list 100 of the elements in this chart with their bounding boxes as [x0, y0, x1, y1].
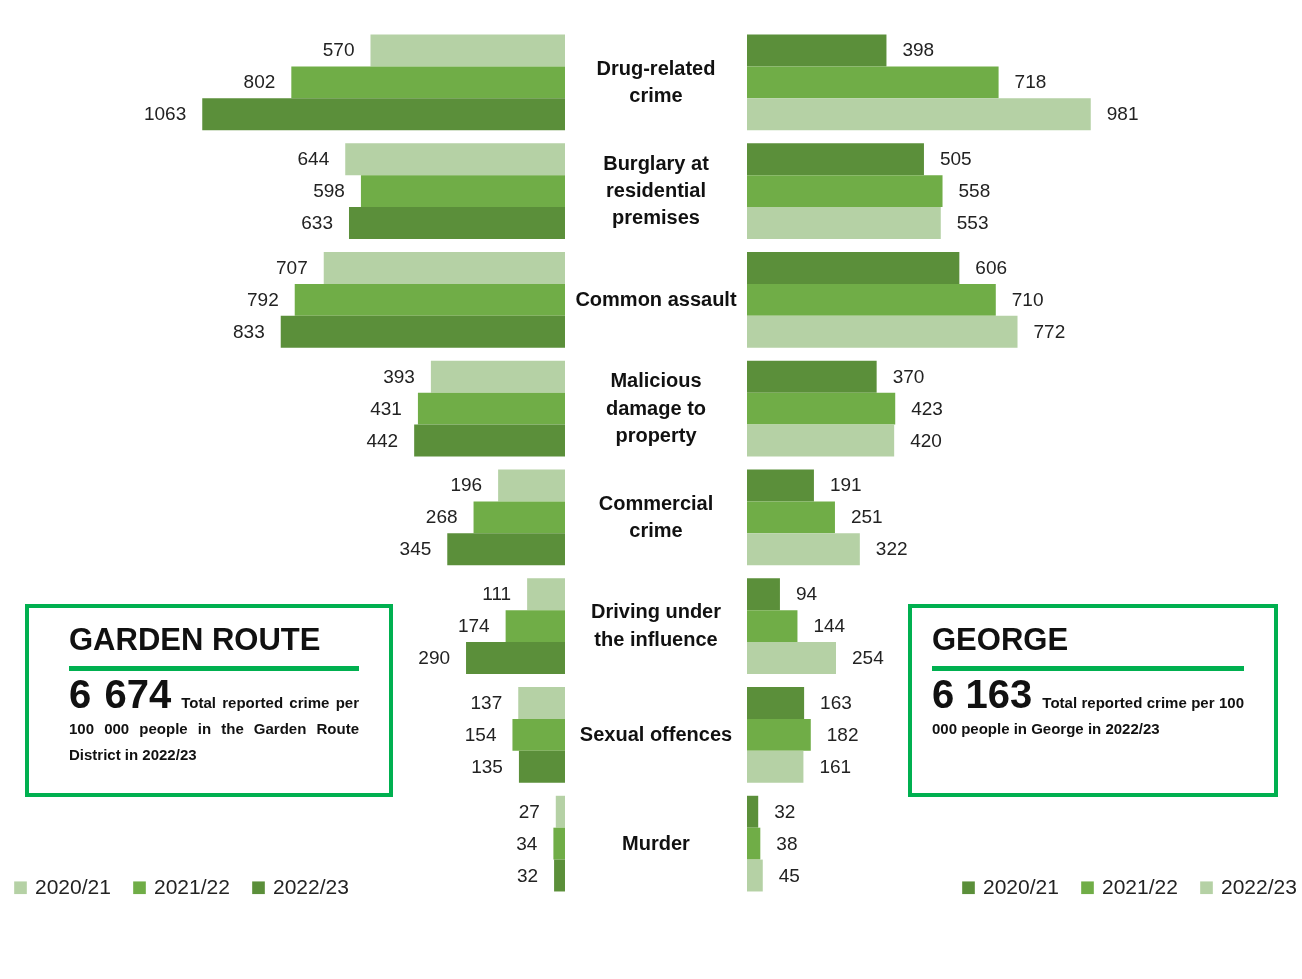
data-label: 34 — [516, 832, 538, 854]
bar — [747, 392, 896, 425]
y-tick-label: Driving under the influence — [590, 600, 722, 650]
data-label: 290 — [418, 647, 451, 669]
y-tick-label: Burglary at residential premises — [603, 151, 710, 229]
data-label: 163 — [820, 691, 852, 713]
data-label: 802 — [243, 71, 276, 93]
bar — [747, 642, 836, 674]
data-label: 154 — [464, 723, 497, 745]
data-label: 111 — [482, 583, 512, 605]
bar — [348, 207, 565, 239]
data-label: 32 — [774, 800, 796, 822]
bar — [747, 687, 805, 719]
bar — [447, 533, 565, 566]
bar — [747, 750, 804, 783]
bar — [747, 175, 943, 208]
legend-label: 2020/21 — [983, 874, 1059, 898]
bar — [747, 143, 924, 176]
y-tick-label: Malicious damage to property — [605, 369, 707, 446]
bar — [430, 360, 565, 393]
bar — [553, 827, 565, 860]
data-label: 644 — [297, 148, 330, 170]
annotation: GARDEN ROUTE — [69, 622, 322, 659]
bar — [370, 34, 565, 67]
data-label: 345 — [399, 538, 432, 560]
data-label: 707 — [276, 256, 308, 278]
data-label: 38 — [776, 832, 798, 854]
legend-label: 2022/23 — [273, 874, 349, 898]
data-label: 570 — [322, 39, 355, 61]
data-label: 32 — [516, 864, 539, 886]
data-label: 981 — [1106, 103, 1139, 125]
bar — [417, 392, 565, 425]
bar — [280, 315, 565, 348]
bar — [554, 859, 565, 892]
legend-label: 2022/23 — [1221, 874, 1297, 898]
bar — [747, 98, 1091, 131]
annotation: 6 163 — [932, 672, 1033, 716]
bar — [747, 207, 941, 239]
data-label: 833 — [233, 320, 265, 342]
data-label: 322 — [875, 538, 908, 560]
bar — [747, 283, 996, 316]
data-label: 135 — [471, 755, 503, 777]
bar — [747, 795, 759, 828]
bar — [747, 501, 835, 534]
bar — [747, 718, 811, 751]
bar — [518, 750, 565, 783]
bar — [360, 175, 565, 208]
data-label: 45 — [778, 864, 800, 886]
data-label: 710 — [1011, 288, 1044, 310]
data-label: 598 — [313, 180, 345, 202]
data-label: 137 — [470, 691, 503, 713]
bar — [747, 424, 895, 457]
bar — [505, 610, 565, 643]
data-label: 505 — [939, 148, 972, 170]
bar — [202, 98, 565, 131]
data-label: 182 — [826, 723, 859, 745]
data-label: 442 — [366, 429, 399, 451]
data-label: 370 — [892, 365, 925, 387]
bar — [747, 610, 798, 643]
bar — [555, 795, 565, 828]
data-label: 196 — [450, 474, 483, 496]
data-label: 191 — [829, 474, 862, 496]
bar — [747, 66, 999, 99]
y-tick-label: Commercial crime — [598, 491, 714, 542]
bar — [747, 578, 780, 611]
bar — [345, 143, 565, 176]
data-label: 423 — [911, 397, 943, 419]
data-label: 393 — [383, 365, 415, 387]
data-label: 792 — [247, 288, 279, 310]
data-label: 553 — [956, 212, 989, 234]
data-label: 144 — [813, 615, 846, 637]
bar — [747, 34, 887, 67]
y-tick-label: Drug-related crime — [596, 56, 716, 107]
bar — [294, 283, 565, 316]
annotation: GEORGE — [932, 622, 1070, 659]
bar — [747, 360, 877, 393]
data-label: 431 — [370, 397, 402, 419]
data-label: 420 — [910, 429, 942, 451]
data-label: 558 — [958, 180, 991, 202]
bar — [414, 424, 565, 457]
data-label: 94 — [795, 583, 818, 605]
y-tick-label: Murder — [622, 831, 691, 854]
data-label: 633 — [301, 212, 333, 234]
bar — [747, 827, 761, 860]
data-label: 1063 — [143, 103, 187, 125]
bar — [466, 642, 565, 674]
data-label: 27 — [518, 800, 540, 822]
bar — [747, 469, 814, 502]
data-label: 772 — [1033, 320, 1066, 342]
data-label: 161 — [819, 755, 852, 777]
text-frame: GEORGE 6 163 Total reported crime per 100 000 people in George in 2022/23 — [908, 604, 1278, 797]
bar — [747, 533, 860, 566]
data-label: 254 — [852, 647, 885, 669]
bar — [518, 687, 565, 719]
legend-label: 2021/22 — [1102, 874, 1178, 898]
y-tick-label: Sexual offences — [579, 722, 733, 745]
bar — [527, 578, 565, 611]
bar — [473, 501, 565, 534]
data-label: 174 — [457, 615, 491, 637]
data-label: 251 — [850, 506, 883, 528]
